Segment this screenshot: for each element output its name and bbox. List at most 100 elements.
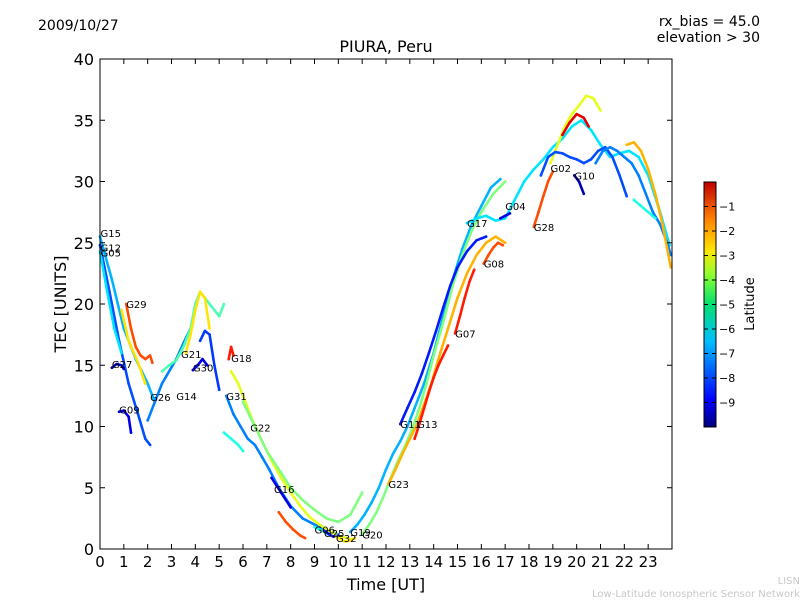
colorbar-ticks: −1 −2 −3 −4 −5 −6 −7 −8 −9 [704,201,735,410]
data-point [568,121,571,124]
data-point [184,351,188,355]
data-point [499,217,502,220]
data-point [446,344,450,347]
data-point [563,125,567,128]
data-point [615,149,619,153]
data-point [289,486,293,490]
x-tick-label: 16 [472,553,491,571]
data-point [229,437,233,441]
data-point [596,149,600,153]
data-point [441,321,445,324]
y-tick-label: 20 [74,295,94,314]
data-point [413,437,416,441]
data-point [413,390,416,394]
data-point [153,400,157,404]
data-point [410,427,414,431]
data-point [418,422,421,426]
data-point [522,180,526,183]
data-point [203,329,207,333]
y-tick-label: 30 [74,173,94,192]
data-point [227,357,230,361]
data-point [546,155,550,159]
series-line-g10c [594,145,673,257]
data-point [217,388,221,392]
data-point [561,133,564,137]
colorbar-tick-label: −8 [719,372,735,385]
data-point [661,223,664,226]
x-tick-label: 17 [496,553,515,571]
x-tick-label: 21 [591,553,610,571]
data-point [320,529,323,532]
data-point [325,517,328,520]
satellite-label-g20: G20 [362,530,382,541]
x-tick-label: 5 [214,553,224,571]
data-point [289,491,293,494]
satellite-label-g29: G29 [126,300,146,311]
data-point [124,302,128,306]
data-point [456,266,459,269]
data-point [275,484,278,487]
data-point [384,468,388,471]
data-point [582,116,586,120]
x-axis: 0 1 2 3 4 5 6 7 8 9 10 11 12 13 14 15 16 17 18 19 20 21 22 23 [95,59,658,571]
satellite-label-g31: G31 [226,392,246,403]
data-point [577,104,581,107]
series-line-g29 [124,302,154,365]
data-point [570,125,574,128]
data-point [229,345,233,349]
data-point [298,534,302,537]
satellite-label-g26: G26 [150,393,170,404]
data-point [549,161,552,165]
data-point [196,364,199,367]
data-point [425,382,428,385]
data-point [561,137,564,140]
data-point [658,223,662,226]
data-point [363,513,366,516]
data-point [503,180,507,183]
x-tick-label: 19 [543,553,562,571]
data-point [669,253,673,257]
colorbar-tick-label: −5 [719,299,735,312]
data-point [139,354,142,357]
data-point [418,406,421,410]
satellite-label-g10: G10 [574,171,594,182]
colorbar-tick-label: −7 [719,348,735,361]
data-point [475,239,478,242]
data-point [375,511,378,514]
data-point [475,253,478,257]
data-point [267,468,271,471]
data-point [482,262,486,265]
data-point [415,422,419,426]
data-point [465,221,469,225]
data-point [651,210,655,214]
data-point [127,382,130,385]
data-point [206,364,209,367]
data-point [313,508,316,512]
data-point [561,152,564,155]
data-point [625,194,628,198]
colorbar-tick-label: −3 [719,250,735,263]
data-point [489,186,493,189]
data-point [437,357,440,361]
data-point [144,437,147,441]
data-point [632,141,636,144]
y-tick-label: 25 [74,234,94,253]
data-point [115,362,118,366]
data-point [575,112,578,116]
data-point [420,372,424,376]
series-line-g13 [413,344,450,441]
data-point [120,308,123,312]
x-tick-label: 1 [119,553,129,571]
data-point [437,364,440,367]
data-point [503,214,507,218]
series-line-g27 [110,362,126,371]
data-point [127,339,130,343]
data-point [213,364,216,367]
elevation-label: elevation > 30 [656,30,760,46]
data-point [422,406,426,410]
data-point [146,419,149,422]
data-point [599,143,602,147]
colorbar-tick-label: −9 [719,397,735,410]
data-point [432,354,436,357]
